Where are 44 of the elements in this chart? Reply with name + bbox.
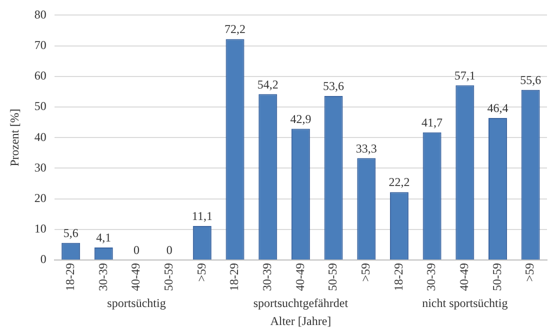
y-tick-label: 60	[34, 68, 46, 83]
data-label: 54,2	[257, 77, 278, 92]
x-tick-label: 18-29	[227, 263, 242, 292]
data-label: 33,3	[356, 141, 377, 156]
x-tick-label: 30-39	[96, 263, 110, 292]
x-tick-label: >59	[358, 263, 373, 282]
data-label: 22,2	[388, 175, 410, 190]
data-label: 41,7	[422, 116, 443, 130]
y-tick-label: 0	[40, 252, 46, 266]
y-tick-label: 10	[34, 222, 46, 236]
x-tick-label: 18-29	[391, 263, 406, 292]
data-label: 53,6	[323, 79, 344, 94]
x-tick-label: 40-49	[128, 263, 143, 292]
x-tick-label: >59	[522, 263, 537, 282]
y-tick-label: 70	[34, 38, 46, 52]
y-tick-label: 20	[34, 190, 46, 205]
y-axis-title: Prozent [%]	[7, 108, 22, 166]
x-tick-label: 50-59	[326, 263, 340, 292]
x-tick-label: 18-29	[62, 263, 77, 292]
x-tick-label: 50-59	[161, 263, 176, 292]
x-tick-label: 30-39	[260, 263, 274, 292]
data-label: 11,1	[192, 209, 212, 224]
data-label: 4,1	[96, 230, 112, 245]
data-label: 57,1	[454, 68, 476, 82]
data-label: 46,4	[487, 101, 508, 116]
text: sportsuchtgefährdet	[253, 296, 349, 310]
y-tick-label: 40	[34, 130, 46, 144]
data-label: 0	[166, 243, 172, 258]
y-tick-label: 50	[34, 99, 46, 114]
y-tick-label: 80	[34, 7, 46, 22]
data-label: 42,9	[290, 112, 312, 126]
data-label: 55,6	[520, 73, 542, 88]
x-tick-label: 50-59	[490, 263, 504, 292]
y-tick-label: 30	[34, 160, 46, 174]
data-label: 72,2	[224, 22, 246, 36]
x-tick-label: 30-39	[424, 263, 438, 292]
text: nicht sportsüchtig	[422, 296, 508, 310]
data-label: 5,6	[63, 226, 78, 240]
x-tick-label: 40-49	[292, 263, 307, 292]
x-tick-label: >59	[194, 263, 208, 282]
text: sportsüchtig	[107, 296, 166, 310]
data-label: 0	[134, 243, 140, 258]
x-tick-label: 40-49	[457, 263, 472, 292]
x-axis-title: Alter [Jahre]	[270, 314, 332, 328]
